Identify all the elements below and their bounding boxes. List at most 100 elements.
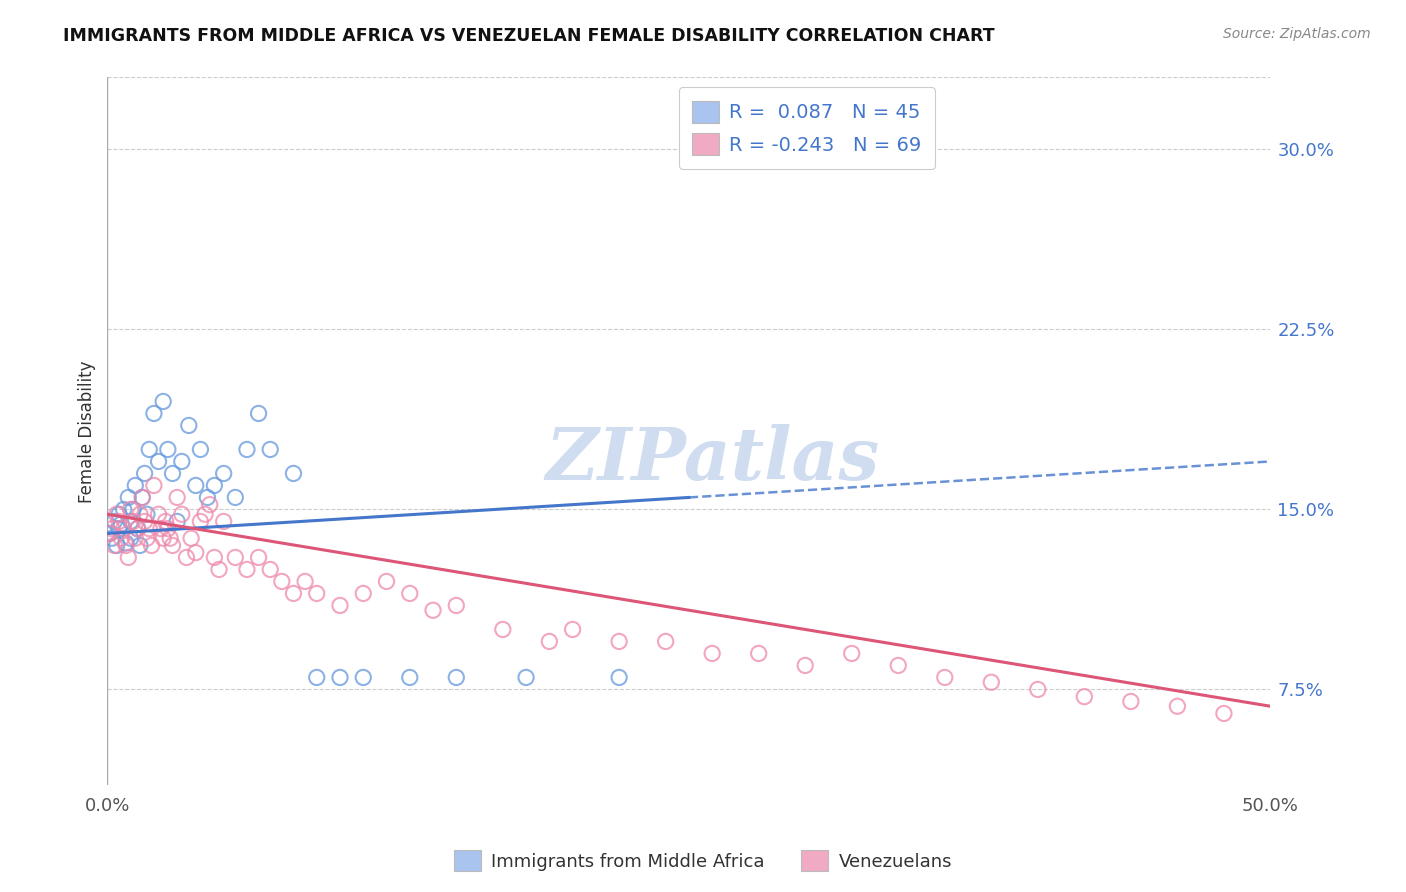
Point	[156, 522, 179, 536]
Point	[352, 670, 374, 684]
Y-axis label: Female Disability: Female Disability	[79, 360, 96, 503]
Point	[98, 526, 121, 541]
Point	[224, 550, 246, 565]
Point	[101, 531, 124, 545]
Point	[159, 531, 181, 545]
Point	[236, 442, 259, 457]
Point	[1119, 694, 1142, 708]
Point	[492, 623, 515, 637]
Point	[208, 562, 231, 576]
Point	[120, 515, 142, 529]
Point	[148, 454, 170, 468]
Point	[101, 522, 124, 536]
Point	[294, 574, 316, 589]
Point	[224, 491, 246, 505]
Point	[654, 634, 676, 648]
Point	[236, 562, 259, 576]
Point	[115, 536, 138, 550]
Point	[110, 531, 132, 545]
Point	[135, 531, 157, 545]
Point	[112, 502, 135, 516]
Point	[98, 526, 121, 541]
Point	[748, 647, 770, 661]
Point	[122, 502, 145, 516]
Point	[398, 670, 420, 684]
Point	[184, 546, 207, 560]
Point	[259, 562, 281, 576]
Point	[177, 418, 200, 433]
Point	[115, 538, 138, 552]
Point	[162, 467, 184, 481]
Point	[515, 670, 537, 684]
Point	[180, 531, 202, 545]
Point	[446, 599, 468, 613]
Point	[135, 508, 157, 522]
Point	[980, 675, 1002, 690]
Point	[117, 550, 139, 565]
Point	[607, 634, 630, 648]
Point	[194, 508, 217, 522]
Point	[129, 508, 152, 522]
Point	[156, 442, 179, 457]
Text: Source: ZipAtlas.com: Source: ZipAtlas.com	[1223, 27, 1371, 41]
Point	[152, 531, 174, 545]
Point	[1166, 699, 1188, 714]
Point	[1073, 690, 1095, 704]
Point	[190, 442, 212, 457]
Legend: R =  0.087   N = 45, R = -0.243   N = 69: R = 0.087 N = 45, R = -0.243 N = 69	[679, 87, 935, 169]
Point	[184, 478, 207, 492]
Point	[212, 467, 235, 481]
Point	[105, 508, 128, 522]
Point	[176, 550, 198, 565]
Point	[117, 491, 139, 505]
Point	[561, 623, 583, 637]
Point	[202, 478, 225, 492]
Point	[131, 491, 153, 505]
Point	[166, 515, 188, 529]
Point	[103, 515, 125, 529]
Point	[170, 454, 193, 468]
Point	[398, 586, 420, 600]
Point	[108, 522, 131, 536]
Point	[127, 522, 149, 536]
Point	[124, 478, 146, 492]
Point	[283, 586, 305, 600]
Point	[934, 670, 956, 684]
Point	[329, 599, 352, 613]
Point	[142, 478, 165, 492]
Point	[247, 407, 270, 421]
Text: ZIPatlas: ZIPatlas	[546, 425, 879, 495]
Point	[134, 515, 156, 529]
Point	[1026, 682, 1049, 697]
Point	[446, 670, 468, 684]
Point	[422, 603, 444, 617]
Point	[305, 670, 328, 684]
Point	[329, 670, 352, 684]
Point	[108, 508, 131, 522]
Point	[1212, 706, 1234, 721]
Point	[538, 634, 561, 648]
Point	[112, 522, 135, 536]
Point	[134, 467, 156, 481]
Point	[103, 538, 125, 552]
Point	[170, 508, 193, 522]
Point	[142, 407, 165, 421]
Text: IMMIGRANTS FROM MIDDLE AFRICA VS VENEZUELAN FEMALE DISABILITY CORRELATION CHART: IMMIGRANTS FROM MIDDLE AFRICA VS VENEZUE…	[63, 27, 995, 45]
Point	[138, 442, 160, 457]
Point	[202, 550, 225, 565]
Point	[198, 498, 221, 512]
Point	[166, 491, 188, 505]
Point	[138, 522, 160, 536]
Point	[887, 658, 910, 673]
Point	[259, 442, 281, 457]
Point	[148, 508, 170, 522]
Point	[120, 502, 142, 516]
Point	[702, 647, 724, 661]
Point	[141, 538, 163, 552]
Point	[212, 515, 235, 529]
Point	[794, 658, 817, 673]
Point	[155, 515, 177, 529]
Point	[149, 522, 172, 536]
Point	[108, 515, 131, 529]
Point	[197, 491, 219, 505]
